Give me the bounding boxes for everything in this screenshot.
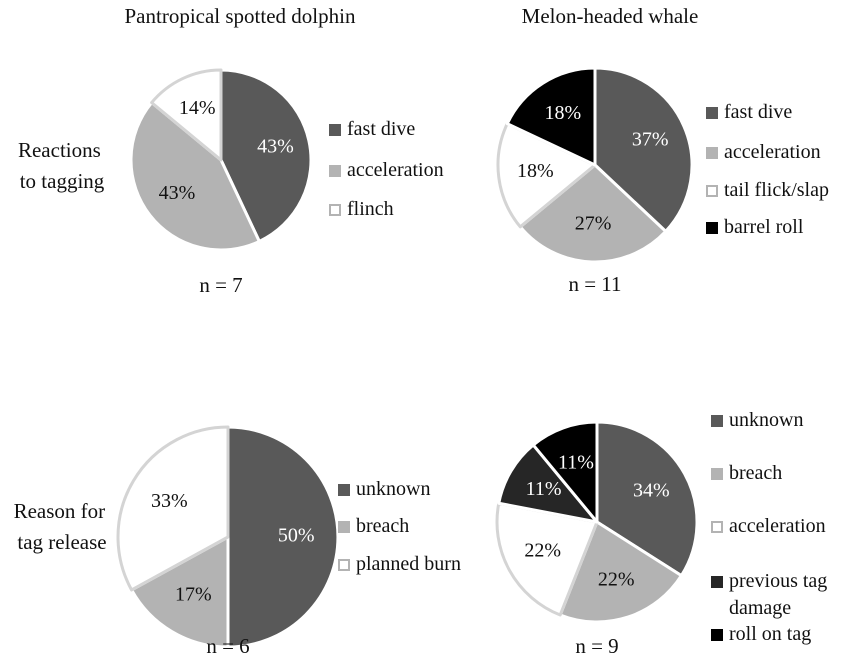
data-label: 37%	[632, 129, 669, 151]
data-label: 14%	[179, 97, 216, 119]
legend-label: fast dive	[724, 101, 792, 123]
data-label: 11%	[526, 478, 562, 500]
legend-swatch	[338, 521, 350, 533]
data-label: 18%	[544, 102, 581, 124]
sample-size: n = 7	[199, 273, 242, 297]
legend-swatch	[711, 415, 723, 427]
pie-slice	[558, 520, 683, 624]
pie-slice	[219, 68, 313, 243]
pie	[496, 66, 694, 264]
pie-slice	[130, 535, 230, 649]
data-label: 27%	[575, 213, 612, 235]
column-title: Pantropical spotted dolphin	[125, 4, 356, 28]
data-label: 22%	[524, 539, 561, 561]
legend-swatch	[338, 484, 350, 496]
sample-size: n = 11	[568, 272, 621, 296]
pie	[495, 420, 699, 624]
legend-swatch	[711, 468, 723, 480]
legend-swatch	[711, 576, 723, 588]
pie-slice	[150, 68, 223, 162]
legend-label: acceleration	[724, 141, 821, 163]
legend-swatch	[706, 222, 718, 234]
legend-swatch	[711, 629, 723, 641]
data-label: 18%	[517, 160, 554, 182]
legend-label: roll on tag	[729, 623, 811, 645]
sample-size: n = 6	[206, 634, 249, 658]
legend-label: breach	[729, 462, 782, 484]
pie-slice	[495, 501, 599, 617]
data-label: 50%	[278, 525, 315, 547]
row-label: Reactions to tagging	[18, 138, 106, 193]
data-label: 22%	[598, 569, 635, 591]
row-label: Reason for tag release	[14, 499, 111, 554]
legend-label: unknown	[729, 409, 803, 431]
legend-label: acceleration	[729, 515, 826, 537]
legend-swatch	[329, 165, 341, 177]
legend-label: flinch	[347, 198, 394, 220]
legend-swatch	[338, 559, 350, 571]
legend-swatch	[706, 147, 718, 159]
legend-label: breach	[356, 515, 409, 537]
pie-slice	[593, 66, 694, 233]
legend-swatch	[706, 185, 718, 197]
legend-swatch	[711, 521, 723, 533]
pie-slice	[129, 101, 261, 252]
legend-swatch	[329, 204, 341, 216]
pie	[116, 425, 340, 649]
pie-slice	[518, 163, 668, 264]
pie	[129, 68, 313, 252]
pie-slice	[496, 122, 597, 229]
sample-size: n = 9	[575, 634, 618, 658]
data-label: 34%	[633, 480, 670, 502]
legend-label: unknown	[356, 478, 430, 500]
legend-swatch	[706, 107, 718, 119]
data-label: 17%	[175, 583, 212, 605]
legend-label: tail flick/slap	[724, 179, 829, 201]
data-label: 43%	[159, 182, 196, 204]
legend-label: fast dive	[347, 118, 415, 140]
legend-label: acceleration	[347, 159, 444, 181]
data-label: 33%	[151, 490, 188, 512]
pie-slice	[116, 425, 230, 592]
legend-label: planned burn	[356, 553, 461, 575]
legend-label: previous tag damage	[729, 570, 832, 619]
pie-slice	[531, 420, 599, 524]
data-label: 43%	[257, 135, 294, 157]
legend-label: barrel roll	[724, 216, 804, 238]
data-label: 11%	[558, 451, 594, 473]
legend-swatch	[329, 124, 341, 136]
pie-slice	[226, 425, 340, 649]
pie-slice	[505, 66, 597, 167]
column-title: Melon-headed whale	[522, 4, 699, 28]
